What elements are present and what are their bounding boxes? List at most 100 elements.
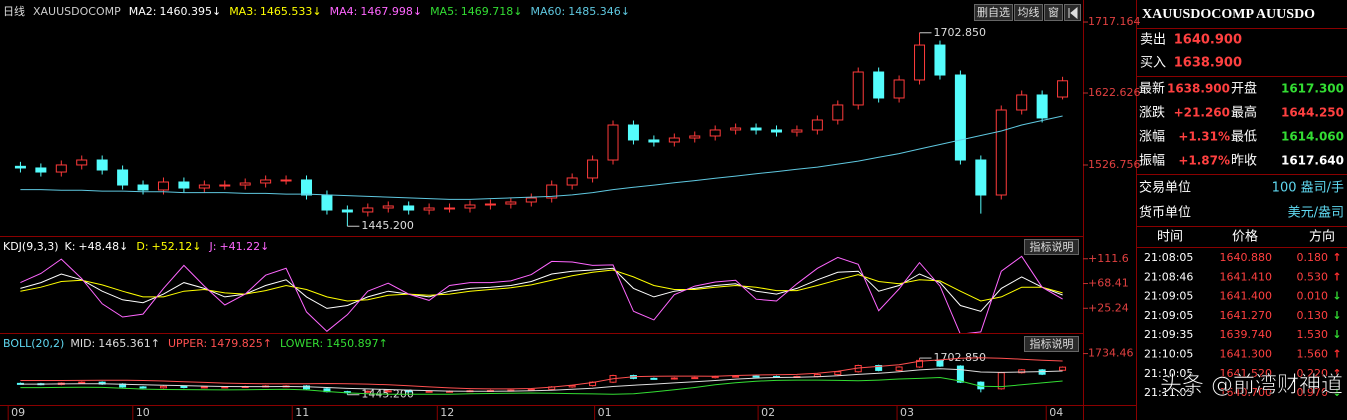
tick-time: 21:09:05 (1144, 290, 1193, 303)
annotation: 1445.200 (361, 219, 414, 232)
candle-body (916, 359, 924, 368)
candle-body (668, 137, 680, 143)
candle-body (914, 44, 926, 81)
candle-body (260, 179, 272, 184)
candle-body (627, 124, 639, 141)
tick-change: 0.180 (1297, 251, 1329, 264)
tick-direction: ↑ (1332, 367, 1341, 380)
indicator-title: BOLL(20,2) (3, 337, 64, 350)
candle-body (157, 181, 169, 191)
boll-help-button[interactable]: 指标说明 (1024, 336, 1079, 352)
candle-body (650, 377, 658, 380)
stat-value: +1.31% (1178, 130, 1230, 144)
candle-body (546, 184, 558, 199)
candle-body (873, 71, 885, 99)
candle-body (1057, 80, 1069, 98)
indicator-name: LOWER: (280, 337, 323, 350)
button-label[interactable]: 删自选 (977, 6, 1010, 19)
candle-body (484, 203, 496, 206)
candle-body (55, 164, 67, 173)
button-label[interactable]: 窗 (1048, 5, 1059, 19)
indicator-lines (20, 255, 1063, 333)
indicator-value: 1465.533↓ (260, 5, 322, 18)
button-label[interactable]: 均线 (1018, 5, 1040, 19)
candle-body (239, 182, 251, 186)
toolbar-button[interactable]: 窗 (1044, 4, 1063, 21)
tick-price: 1639.740 (1220, 328, 1273, 341)
candle-body (178, 181, 190, 189)
quote-label: 买入 (1140, 56, 1166, 71)
stat-value: +21.260 (1174, 106, 1230, 120)
unit-value: 美元/盎司 (1288, 206, 1344, 221)
quote-value: 1638.900 (1174, 56, 1242, 71)
tick-price: 1641.270 (1220, 309, 1273, 322)
candle-body (1016, 94, 1028, 111)
candle-body (384, 390, 392, 393)
candle-body (341, 209, 353, 213)
tick-direction: ↑ (1332, 270, 1341, 283)
x-tick-label: 11 (295, 406, 309, 419)
button-label[interactable]: 指标说明 (1030, 337, 1074, 351)
symbol: XAUUSDOCOMP (33, 5, 121, 18)
tick-price: 1641.520 (1220, 367, 1273, 380)
tick-change: 0.220 (1297, 367, 1329, 380)
candle-body (975, 159, 987, 196)
candle-body (525, 197, 537, 203)
stat-value: 1617.300 (1281, 82, 1344, 96)
candle-body (425, 390, 433, 393)
candle-body (934, 44, 946, 76)
tick-change: 0.130 (1297, 309, 1329, 322)
candle-body (405, 390, 413, 393)
toolbar-button[interactable]: 删自选 (974, 4, 1013, 21)
indicator-name: K: (65, 240, 76, 253)
tick-price: 1641.410 (1220, 270, 1273, 283)
toolbar-button[interactable]: 均线 (1014, 4, 1043, 21)
stat-label: 涨跌 (1139, 105, 1165, 121)
annotation: 1702.850 (934, 26, 987, 39)
candle-body (832, 104, 844, 121)
candle-body (464, 204, 476, 209)
tick-change: 0.010 (1297, 290, 1329, 303)
x-tick-label: 02 (761, 406, 775, 419)
button-frame (1024, 336, 1079, 352)
indicator-lines (20, 115, 1063, 200)
tick-time: 21:10:05 (1144, 367, 1193, 380)
candle-body (364, 390, 372, 393)
x-tick-label: 09 (11, 406, 25, 419)
button-frame (974, 4, 1013, 21)
candle-body (791, 129, 803, 133)
indicator-name: D: (136, 240, 148, 253)
indicator-line (20, 357, 1063, 390)
x-tick-label: 03 (900, 406, 914, 419)
tick-direction: ↓ (1332, 328, 1341, 341)
y-tick-label: 1622.626 (1088, 86, 1141, 99)
indicator-line (20, 269, 1063, 302)
indicator-name: J: (208, 240, 216, 253)
candle-body (1059, 366, 1067, 371)
candle-body (670, 377, 678, 380)
stat-value: 1617.640 (1281, 154, 1344, 168)
tick-time: 21:08:46 (1144, 270, 1193, 283)
tick-change: 1.530 (1297, 328, 1329, 341)
collapse-button[interactable] (1064, 4, 1081, 21)
tick-header: 方向 (1309, 229, 1335, 245)
indicator-value: +48.48↓ (78, 240, 128, 253)
indicator-value: 1469.718↓ (461, 5, 523, 18)
candle-body (423, 207, 435, 211)
candle-body (527, 388, 535, 391)
candle-body (505, 201, 517, 205)
collapse-icon (1068, 6, 1078, 20)
indicator-line (20, 255, 1063, 333)
candle-body (117, 169, 129, 186)
tick-time: 21:09:05 (1144, 309, 1193, 322)
candle-body (730, 127, 742, 131)
candle-body (198, 184, 210, 189)
kdj-help-button[interactable]: 指标说明 (1024, 239, 1079, 255)
indicator-value: 1467.998↓ (360, 5, 422, 18)
indicator-value: 1460.395↓ (159, 5, 221, 18)
unit-value: 100 盎司/手 (1272, 181, 1344, 196)
candle-body (137, 184, 149, 191)
candle-body (750, 127, 762, 131)
button-label[interactable]: 指标说明 (1030, 240, 1074, 254)
